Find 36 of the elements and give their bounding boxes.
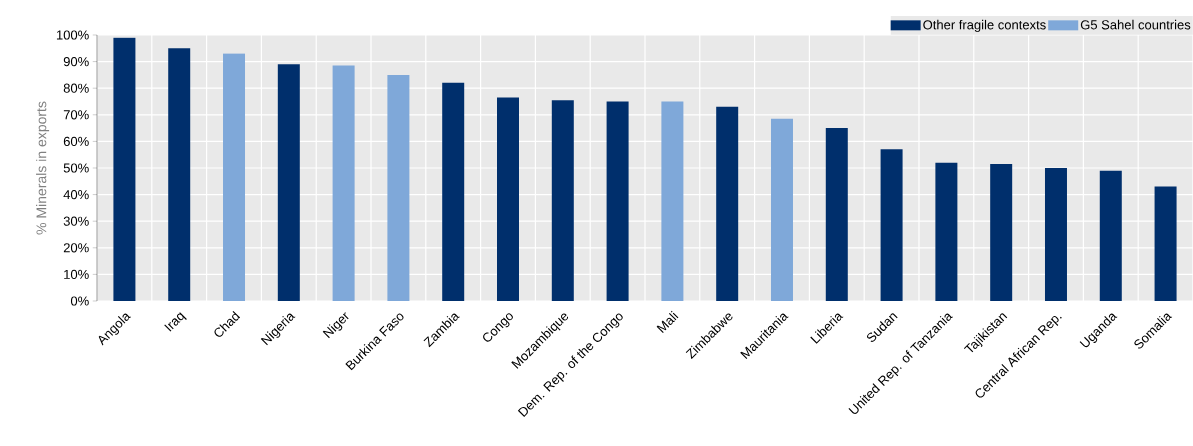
y-tick-label: 100% [56,30,89,40]
bar [1099,170,1122,301]
bar [442,82,465,301]
bar [1154,186,1177,301]
y-tick-label: 20% [63,243,89,253]
y-tick-label: 90% [63,56,89,67]
legend-label: G5 Sahel countries [1080,19,1191,30]
x-tick-label: Mali [656,310,679,334]
bar [661,101,684,301]
bar [825,128,848,301]
bar [935,162,958,301]
bar [990,164,1013,301]
y-tick-label: 80% [63,83,89,93]
bar [880,149,903,301]
x-tick-label: Iraq [164,312,187,332]
y-tick-label: 50% [63,163,89,173]
y-tick-label: 70% [63,110,89,120]
y-tick-label: 30% [63,216,89,226]
bar [332,65,355,301]
y-tick-label: 10% [64,269,89,279]
bar [497,97,519,301]
bar [551,100,574,301]
bar [223,53,246,301]
y-tick-label: 60% [63,136,89,146]
y-axis-title: % Minerals in exports [36,101,50,235]
bar [168,48,191,301]
bar [113,37,136,301]
bar [387,74,410,301]
bar [277,64,300,301]
bar [716,106,739,301]
y-tick-label: 0% [70,296,89,306]
bar [770,118,793,301]
y-tick-label: 40% [63,189,89,200]
bar [606,101,629,301]
bar [1044,167,1067,301]
legend-label: Other fragile contexts [923,19,1046,32]
